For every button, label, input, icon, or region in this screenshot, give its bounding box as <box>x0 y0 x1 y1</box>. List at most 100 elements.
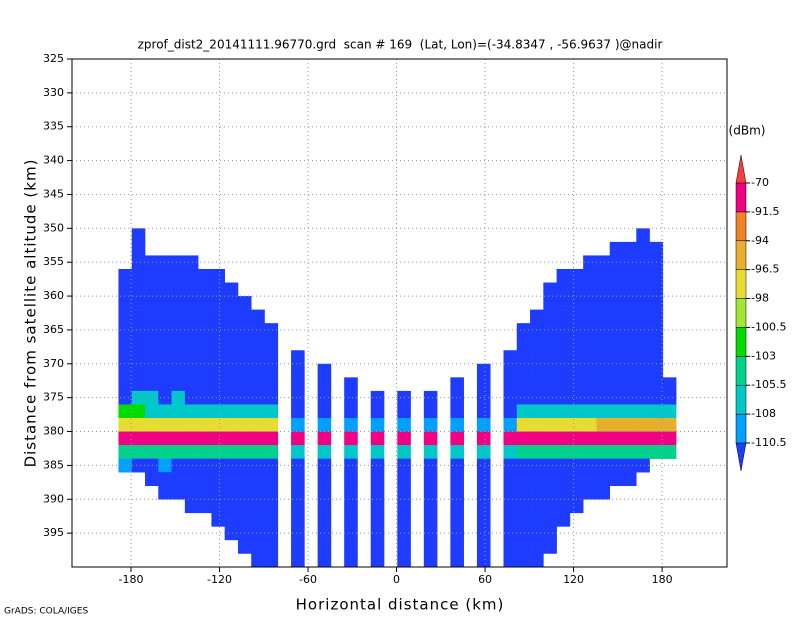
heatmap-cell <box>609 377 624 392</box>
heatmap-cell <box>609 472 624 487</box>
heatmap-cell <box>224 499 239 514</box>
heatmap-cell <box>251 526 265 541</box>
heatmap-cell <box>370 404 385 419</box>
heatmap-cell <box>516 336 531 351</box>
heatmap-cell <box>543 458 557 473</box>
heatmap-cell <box>237 499 252 514</box>
heatmap-cell <box>251 336 265 351</box>
heatmap-cell <box>503 445 518 459</box>
heatmap-cell <box>569 377 584 392</box>
colorbar-label: -110.5 <box>751 436 786 449</box>
heatmap-cell <box>543 350 557 365</box>
heatmap-cell <box>503 499 518 514</box>
heatmap-cell <box>237 445 252 459</box>
heatmap-cell <box>636 458 650 473</box>
heatmap-cell <box>583 390 597 405</box>
heatmap-cell <box>622 431 637 446</box>
heatmap-cell <box>476 472 491 487</box>
y-tick-label: 350 <box>43 221 64 234</box>
footer: GrADS: COLA/IGES <box>4 607 88 617</box>
heatmap-cell <box>251 499 265 514</box>
heatmap-cell <box>184 458 199 473</box>
heatmap-cell <box>622 296 637 310</box>
heatmap-cell <box>569 282 584 297</box>
heatmap-cell <box>622 268 637 283</box>
heatmap-cell <box>543 363 557 378</box>
heatmap-cell <box>291 458 305 473</box>
heatmap-cell <box>530 336 544 351</box>
heatmap-cell <box>543 309 557 324</box>
heatmap-cell <box>158 255 172 270</box>
heatmap-cell <box>556 268 571 283</box>
heatmap-cell <box>476 539 491 554</box>
heatmap-cell <box>171 431 186 446</box>
heatmap-cell <box>224 458 239 473</box>
heatmap-cell <box>569 485 584 500</box>
colorbar-label: -94 <box>751 234 769 247</box>
heatmap-cell <box>211 472 225 487</box>
heatmap-cell <box>596 363 611 378</box>
colorbar-label: -105.5 <box>751 378 786 391</box>
heatmap-cell <box>543 377 557 392</box>
heatmap-cell <box>450 499 464 514</box>
heatmap-cell <box>291 485 305 500</box>
heatmap-cell <box>636 323 650 338</box>
heatmap-cell <box>596 472 611 487</box>
heatmap-cell <box>171 377 186 392</box>
heatmap-cell <box>198 363 212 378</box>
heatmap-cell <box>264 472 279 487</box>
heatmap-cell <box>264 431 279 446</box>
heatmap-cell <box>649 268 664 283</box>
heatmap-cell <box>264 485 279 500</box>
heatmap-cell <box>476 445 491 459</box>
heatmap-cell <box>543 539 557 554</box>
heatmap-cell <box>596 336 611 351</box>
heatmap-cell <box>171 255 186 270</box>
heatmap-cell <box>636 417 650 432</box>
heatmap-cell <box>211 336 225 351</box>
heatmap-cell <box>450 526 464 541</box>
heatmap-cell <box>224 309 239 324</box>
heatmap-cell <box>145 377 159 392</box>
heatmap-cell <box>516 553 531 568</box>
heatmap-cell <box>636 350 650 365</box>
heatmap-cell <box>158 350 172 365</box>
heatmap-cell <box>158 458 172 473</box>
heatmap-cell <box>450 553 464 568</box>
heatmap-cell <box>596 323 611 338</box>
heatmap-cell <box>543 296 557 310</box>
heatmap-cell <box>344 417 358 432</box>
heatmap-cell <box>543 404 557 419</box>
heatmap-cell <box>145 445 159 459</box>
heatmap-cell <box>450 539 464 554</box>
heatmap-cell <box>291 512 305 527</box>
heatmap-cell <box>264 445 279 459</box>
heatmap-cell <box>264 512 279 527</box>
colorbar-label: -91.5 <box>751 205 779 218</box>
heatmap-cell <box>622 390 637 405</box>
colorbar-segment <box>735 240 747 270</box>
heatmap-cell <box>291 417 305 432</box>
heatmap-cell <box>530 553 544 568</box>
heatmap-cell <box>370 485 385 500</box>
heatmap-cell <box>583 255 597 270</box>
y-tick-label: 330 <box>43 86 64 99</box>
heatmap-cell <box>237 336 252 351</box>
heatmap-cell <box>131 309 146 324</box>
heatmap-cell <box>397 553 411 568</box>
heatmap-cell <box>184 404 199 419</box>
heatmap-cell <box>237 417 252 432</box>
heatmap-cell <box>370 458 385 473</box>
heatmap-cell <box>543 472 557 487</box>
heatmap-cell <box>118 445 133 459</box>
heatmap-cell <box>516 417 531 432</box>
heatmap-cell <box>476 390 491 405</box>
heatmap-cell <box>636 390 650 405</box>
heatmap-cell <box>556 431 571 446</box>
heatmap-cell <box>516 539 531 554</box>
heatmap-cell <box>198 296 212 310</box>
heatmap-cell <box>569 472 584 487</box>
heatmap-cell <box>237 512 252 527</box>
heatmap-cell <box>344 472 358 487</box>
